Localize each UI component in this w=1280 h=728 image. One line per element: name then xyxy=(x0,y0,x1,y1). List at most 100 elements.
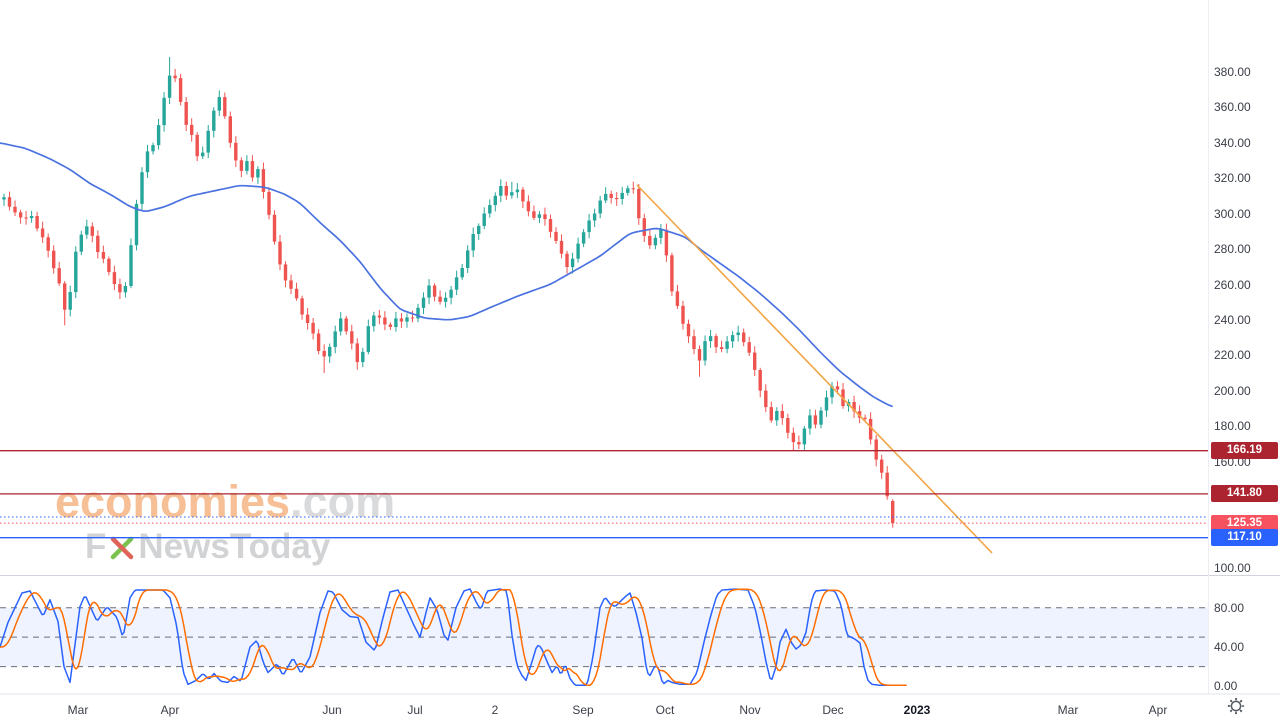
candle-down xyxy=(13,206,17,213)
candle-up xyxy=(466,250,470,268)
candle-up xyxy=(206,130,210,153)
candle-down xyxy=(642,218,646,236)
candle-down xyxy=(90,226,94,236)
price-axis-label: 100.00 xyxy=(1214,560,1251,575)
settings-gear-icon[interactable] xyxy=(1226,696,1246,716)
candle-up xyxy=(482,213,486,226)
candle-down xyxy=(350,331,354,344)
candle-down xyxy=(637,188,641,219)
candle-up xyxy=(2,197,6,200)
candle-up xyxy=(802,428,807,445)
candle-up xyxy=(145,151,150,173)
candle-down xyxy=(880,459,884,473)
candle-down xyxy=(543,214,547,220)
candle-down xyxy=(664,229,669,256)
candle-up xyxy=(339,318,343,332)
candle-up xyxy=(443,297,448,302)
candle-down xyxy=(868,418,873,440)
price-axis-label: 200.00 xyxy=(1214,383,1251,398)
candle-up xyxy=(68,292,72,310)
moving-average-line xyxy=(0,142,893,408)
candle-down xyxy=(857,411,862,418)
candle-down xyxy=(107,258,111,273)
price-axis-label: 80.00 xyxy=(1214,600,1245,615)
candle-down xyxy=(615,198,619,200)
candle-down xyxy=(377,315,382,318)
price-axis-label: 300.00 xyxy=(1214,206,1251,221)
candle-down xyxy=(438,296,442,302)
price-badge-141-80[interactable]: 141.80 xyxy=(1211,485,1278,502)
candle-down xyxy=(835,386,840,390)
candle-down xyxy=(681,305,685,324)
price-badge-117-10[interactable]: 117.10 xyxy=(1211,529,1278,546)
candle-down xyxy=(714,336,718,348)
candle-up xyxy=(405,317,409,322)
candle-down xyxy=(278,241,282,265)
candle-down xyxy=(322,351,326,357)
candle-up xyxy=(808,415,812,429)
candle-down xyxy=(797,442,801,445)
candle-down xyxy=(355,343,359,363)
time-axis-label-sep: Sep xyxy=(572,703,594,717)
candle-down xyxy=(52,250,56,269)
candle-up xyxy=(162,97,166,126)
candle-down xyxy=(112,272,117,284)
candle-down xyxy=(190,124,194,135)
candle-down xyxy=(234,142,238,161)
price-axis-label: 320.00 xyxy=(1214,171,1251,186)
candle-up xyxy=(626,188,630,193)
candle-up xyxy=(592,213,597,221)
candle-up xyxy=(394,318,398,327)
candle-up xyxy=(74,251,78,293)
candle-down xyxy=(294,288,299,299)
time-axis-label-oct: Oct xyxy=(655,703,675,717)
candle-down xyxy=(399,318,404,322)
candle-up xyxy=(736,332,740,336)
candle-up xyxy=(449,289,453,298)
stoch-d-line xyxy=(0,588,907,687)
time-axis-label-dec: Dec xyxy=(822,703,844,717)
price-badge-125-35[interactable]: 125.35 xyxy=(1211,515,1278,532)
candle-down xyxy=(118,284,122,293)
descending-trendline[interactable] xyxy=(636,184,993,554)
price-axis-label: 340.00 xyxy=(1214,135,1251,150)
candle-up xyxy=(217,97,221,111)
candle-up xyxy=(212,110,216,131)
price-badge-166-19[interactable]: 166.19 xyxy=(1211,442,1278,459)
candle-up xyxy=(537,214,542,218)
candle-up xyxy=(515,189,520,193)
candle-down xyxy=(719,347,724,349)
price-axis-label: 260.00 xyxy=(1214,277,1251,292)
candle-down xyxy=(764,390,768,408)
candle-up xyxy=(421,297,426,308)
price-axis-label: 240.00 xyxy=(1214,312,1251,327)
candle-down xyxy=(874,439,878,460)
candle-down xyxy=(609,193,613,198)
price-axis-label: 180.00 xyxy=(1214,419,1251,434)
candle-up xyxy=(167,75,172,98)
candle-down xyxy=(289,280,293,289)
candle-down xyxy=(813,415,818,425)
candle-down xyxy=(648,235,652,246)
candle-down xyxy=(96,235,100,253)
candle-up xyxy=(703,341,707,361)
price-axis-label: 0.00 xyxy=(1214,679,1238,694)
candle-up xyxy=(730,335,735,342)
candle-down xyxy=(753,352,757,370)
candle-down xyxy=(173,75,177,79)
candle-up xyxy=(156,125,161,146)
candle-up xyxy=(129,245,133,286)
candle-up xyxy=(85,226,89,235)
candle-up xyxy=(570,258,575,268)
time-axis-label-apr: Apr xyxy=(160,703,180,717)
candle-up xyxy=(427,285,431,298)
candle-up xyxy=(79,234,83,252)
candle-down xyxy=(786,418,790,433)
candle-down xyxy=(747,342,751,353)
candle-down xyxy=(742,332,746,343)
candle-up xyxy=(366,326,370,352)
price-axis-label: 380.00 xyxy=(1214,65,1251,79)
candle-down xyxy=(532,211,536,218)
